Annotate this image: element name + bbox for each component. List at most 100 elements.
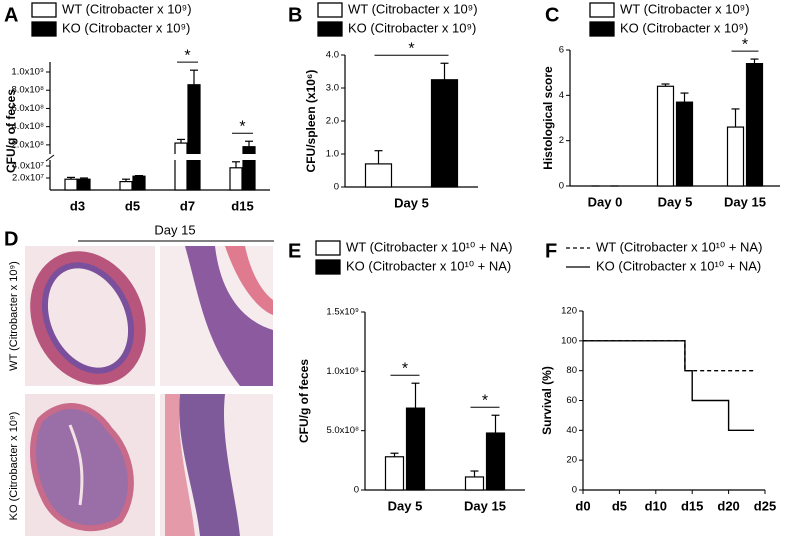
bar — [464, 476, 485, 491]
panel-label: A — [4, 4, 18, 26]
bar — [405, 407, 426, 491]
y-tick-label: 4.0 — [326, 50, 339, 61]
x-tick-label: d15 — [681, 498, 703, 513]
y-tick-label: 2 — [559, 135, 564, 146]
bar — [229, 167, 243, 191]
y-tick-label: 40 — [566, 425, 577, 436]
y-tick-label: 1.0 — [326, 149, 339, 160]
legend-label: KO (Citrobacter x 10⁹) — [348, 20, 476, 35]
lumen — [68, 424, 84, 506]
panel-label: D — [4, 228, 18, 250]
legend-label: KO (Citrobacter x 10⁹) — [62, 20, 190, 35]
y-axis-label: CFU/spleen (x10⁶) — [304, 70, 318, 173]
legend-swatch — [589, 2, 615, 18]
x-tick-label: Day 5 — [658, 194, 693, 209]
bar — [64, 178, 78, 191]
y-tick-label: 0 — [334, 182, 339, 193]
legend-label: KO (Citrobacter x 10¹⁰ + NA) — [596, 258, 761, 273]
x-tick-label: Day 5 — [388, 498, 423, 513]
y-tick-label: 4.0x10⁷ — [12, 161, 45, 172]
legend-swatch — [317, 2, 343, 18]
y-tick-label: 1.0x10⁹ — [326, 366, 359, 377]
legend-label: WT (Citrobacter x 10¹⁰ + NA) — [346, 239, 512, 254]
y-tick-label: 0 — [354, 485, 359, 496]
y-tick-label: 1.0x10⁹ — [11, 67, 44, 78]
x-tick-label: d3 — [70, 198, 85, 213]
legend-label: WT (Citrobacter x 10¹⁰ + NA) — [596, 239, 762, 254]
tissue — [30, 251, 146, 385]
bar — [242, 146, 256, 191]
y-axis-label: Survival (%) — [540, 366, 554, 435]
x-tick-label: d5 — [612, 498, 627, 513]
image-title: Day 15 — [154, 222, 195, 237]
bar — [656, 85, 675, 187]
x-tick-label: d10 — [645, 498, 667, 513]
panel-label: C — [545, 4, 559, 26]
bar — [430, 79, 459, 188]
bar — [745, 62, 764, 187]
y-tick-label: 0 — [572, 485, 577, 496]
x-tick-label: d20 — [717, 498, 739, 513]
bar — [77, 178, 91, 191]
survival-line — [583, 340, 755, 432]
y-tick-label: 0 — [559, 181, 564, 192]
y-tick-label: 4.0x10⁸ — [11, 121, 44, 132]
tissue — [41, 262, 135, 374]
x-tick-label: Day 5 — [394, 195, 429, 210]
legend-swatch — [317, 21, 343, 37]
axis-break — [51, 154, 271, 160]
tissue — [185, 246, 273, 386]
y-axis-label: CFU/g of feces — [4, 89, 18, 173]
row-label: KO (Citrobacter x 10⁹) — [8, 412, 20, 521]
panel-label: F — [545, 240, 557, 262]
legend-label: KO (Citrobacter x 10⁹) — [620, 20, 748, 35]
bar — [119, 181, 133, 191]
histology-images — [25, 246, 273, 536]
y-tick-label: 80 — [566, 365, 577, 376]
y-tick-label: 1.5x10⁹ — [326, 307, 359, 318]
legend-swatch — [315, 240, 341, 256]
bar — [187, 84, 201, 191]
bar — [132, 175, 146, 191]
significance-label: * — [482, 392, 488, 409]
x-tick-label: Day 0 — [588, 194, 623, 209]
tissue — [225, 246, 273, 315]
x-tick-label: d7 — [180, 198, 195, 213]
bar — [675, 101, 694, 187]
y-tick-label: 100 — [561, 335, 577, 346]
bar — [485, 432, 506, 491]
y-axis-label: Histological score — [541, 66, 555, 170]
x-tick-label: d15 — [231, 198, 253, 213]
y-tick-label: 2.0 — [326, 116, 339, 127]
row-label: WT (Citrobacter x 10⁹) — [8, 261, 20, 371]
y-tick-label: 8.0x10⁸ — [11, 85, 44, 96]
x-tick-label: d0 — [575, 498, 590, 513]
legend-swatch — [315, 259, 341, 275]
panel-label: E — [288, 240, 301, 262]
y-tick-label: 4 — [559, 90, 564, 101]
significance-label: * — [184, 47, 190, 64]
significance-label: * — [239, 118, 245, 135]
legend-label: WT (Citrobacter x 10⁹) — [62, 1, 192, 16]
y-tick-label: 5.0x10⁸ — [326, 425, 359, 436]
bar — [364, 163, 393, 188]
x-tick-label: d25 — [754, 498, 776, 513]
y-tick-label: 2.0x10⁷ — [12, 173, 45, 184]
y-tick-label: 6 — [559, 45, 564, 56]
break-mark — [45, 154, 55, 162]
bar — [174, 142, 188, 191]
y-tick-label: 60 — [566, 395, 577, 406]
significance-label: * — [408, 40, 414, 57]
legend-swatch — [31, 21, 57, 37]
x-tick-label: d5 — [125, 198, 140, 213]
y-tick-label: 20 — [566, 455, 577, 466]
x-tick-label: Day 15 — [464, 498, 506, 513]
bar — [384, 456, 405, 491]
y-tick-label: 2.0x10⁸ — [11, 139, 44, 150]
survival-line — [583, 340, 755, 372]
y-tick-label: 3.0 — [326, 83, 339, 94]
y-tick-label: 6.0x10⁸ — [11, 103, 44, 114]
tissue — [165, 394, 195, 536]
